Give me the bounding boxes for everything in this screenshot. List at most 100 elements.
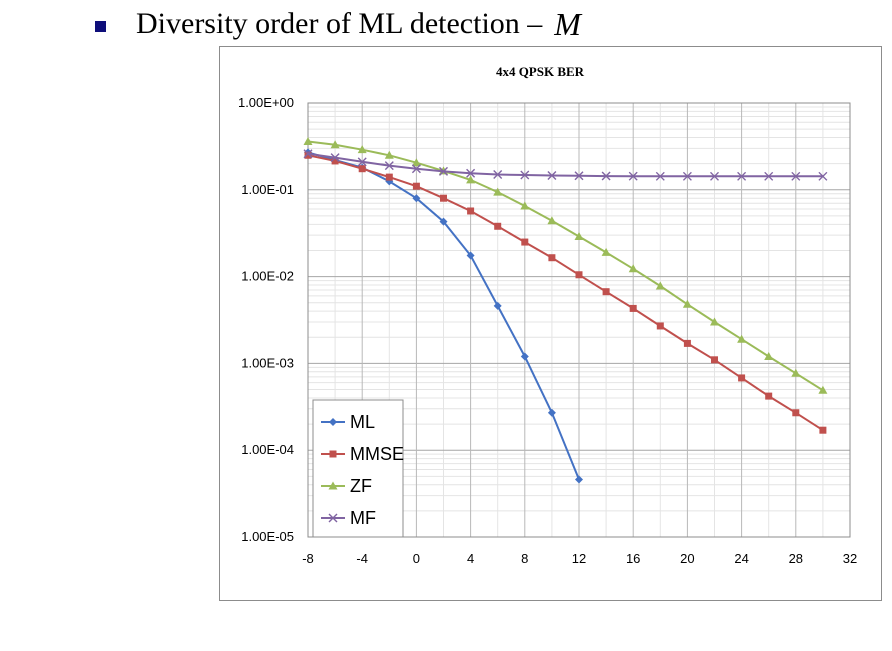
legend-label-ml: ML: [350, 412, 375, 432]
legend-marker-zf: [328, 481, 338, 490]
data-point-zf: [303, 137, 313, 146]
data-point-mmse: [819, 426, 827, 434]
data-point-zf: [411, 158, 421, 167]
series-zf: [303, 137, 828, 394]
y-tick-label: 1.00E-04: [241, 442, 294, 457]
data-point-mf: [357, 157, 367, 167]
data-point-mmse: [331, 157, 339, 165]
x-tick-label: 28: [789, 551, 803, 566]
series-mf: [303, 149, 828, 181]
data-point-zf: [710, 317, 719, 326]
data-point-zf: [547, 216, 557, 225]
marker-stroke: [818, 171, 828, 181]
plot-area-border: [307, 102, 851, 538]
data-point-mf: [439, 166, 448, 176]
data-point-zf: [764, 352, 774, 361]
data-point-zf: [655, 281, 665, 290]
legend-marker-mmse: [329, 450, 337, 458]
data-point-zf: [384, 150, 394, 159]
data-point-mmse: [738, 374, 746, 382]
x-tick-label: 0: [413, 551, 420, 566]
y-tick-label: 1.00E-02: [241, 269, 294, 284]
data-point-zf: [574, 231, 584, 240]
heading-text: Diversity order of ML detection –: [136, 7, 543, 40]
marker-stroke: [601, 171, 611, 181]
data-point-mmse: [602, 288, 610, 296]
data-point-mmse: [385, 173, 393, 181]
data-point-ml: [466, 251, 475, 260]
y-tick-label: 1.00E+00: [238, 95, 294, 110]
x-tick-label: -8: [302, 551, 314, 566]
slide-heading: Diversity order of ML detection – M: [95, 2, 581, 46]
legend-label-mf: MF: [350, 508, 376, 528]
chart-frame: 4x4 QPSK BER 1.00E-05 1.00E-04 1.00E-03 1.0…: [219, 46, 882, 601]
data-point-mf: [330, 153, 340, 163]
y-tick-label: 1.00E-01: [241, 182, 294, 197]
data-point-mf: [574, 171, 584, 181]
data-point-mf: [818, 171, 828, 181]
marker-stroke: [737, 171, 747, 181]
data-point-mmse: [656, 322, 664, 330]
data-point-mmse: [792, 409, 800, 417]
data-point-mf: [710, 171, 719, 181]
data-point-mmse: [467, 207, 475, 215]
series-line-zf: [307, 140, 824, 392]
data-point-zf: [601, 247, 611, 256]
marker-stroke: [682, 171, 692, 181]
chart-series: [303, 137, 828, 484]
data-point-mf: [493, 170, 503, 180]
data-point-mmse: [521, 238, 529, 246]
data-point-zf: [330, 140, 340, 149]
data-point-ml: [412, 194, 421, 203]
marker-stroke: [411, 164, 421, 174]
marker-stroke: [303, 149, 313, 159]
data-point-zf: [357, 145, 367, 154]
chart-legend: ML MMSE ZF MF: [312, 399, 404, 538]
data-point-ml: [575, 475, 583, 484]
legend-marker-mf: [328, 513, 338, 523]
data-point-zf: [520, 201, 530, 210]
marker-stroke: [764, 171, 774, 181]
data-point-zf: [818, 385, 828, 394]
marker-stroke: [520, 170, 530, 180]
ber-chart: 4x4 QPSK BER 1.00E-051.00E-041.00E-031.0…: [238, 64, 857, 566]
chart-title: 4x4 QPSK BER: [496, 64, 585, 79]
x-tick-label: 32: [843, 551, 857, 566]
y-tick-label: 1.00E-03: [241, 355, 294, 370]
series-line-mmse: [307, 154, 824, 432]
x-tick-label: -4: [356, 551, 368, 566]
data-point-zf: [737, 334, 747, 343]
data-point-ml: [439, 217, 448, 226]
series-mmse: [304, 151, 827, 434]
data-point-mf: [655, 171, 665, 181]
data-point-mf: [601, 171, 611, 181]
marker-stroke: [710, 171, 719, 181]
marker-stroke: [384, 161, 394, 171]
legend-marker-ml: [329, 418, 337, 426]
marker-stroke: [330, 153, 340, 163]
data-point-mmse: [358, 165, 366, 173]
x-tick-label: 4: [467, 551, 474, 566]
data-point-mmse: [548, 254, 556, 262]
data-point-mf: [411, 164, 421, 174]
marker-stroke: [439, 166, 448, 176]
x-tick-label: 16: [626, 551, 640, 566]
marker-stroke: [628, 171, 638, 181]
marker-stroke: [655, 171, 665, 181]
marker-stroke: [547, 171, 557, 181]
chart-axes: 1.00E-05 1.00E-04 1.00E-03 1.00E-02 1.00E-01…: [238, 95, 857, 566]
data-point-mmse: [412, 182, 420, 190]
square-bullet-icon: [95, 20, 106, 32]
marker-stroke: [574, 171, 584, 181]
data-point-mmse: [683, 339, 691, 347]
marker-stroke: [357, 157, 367, 167]
data-point-mmse: [494, 222, 502, 230]
data-point-mf: [628, 171, 638, 181]
data-point-mmse: [304, 151, 312, 159]
heading-symbol: M: [554, 5, 581, 42]
data-point-mmse: [575, 271, 583, 279]
data-point-ml: [520, 352, 529, 361]
data-point-zf: [466, 175, 476, 184]
data-point-mf: [737, 171, 747, 181]
data-point-mmse: [629, 304, 637, 312]
